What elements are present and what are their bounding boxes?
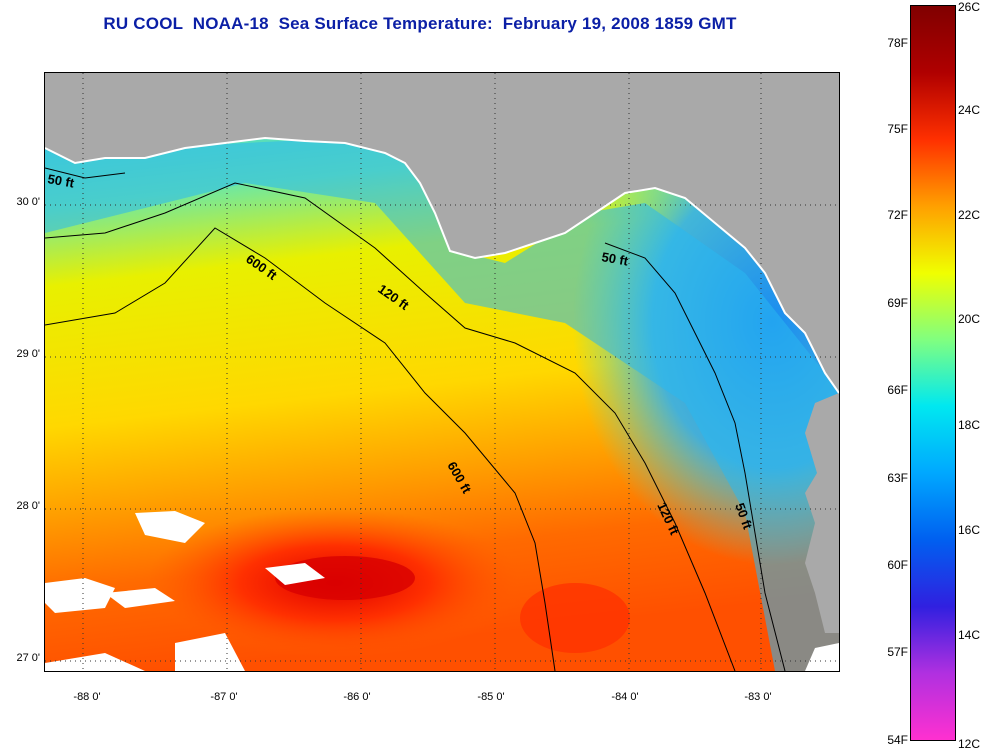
cloud-patch <box>45 653 145 671</box>
lat-label: 30 0' <box>16 196 40 208</box>
land-north <box>45 73 839 393</box>
sst-map: 50 ft 600 ft 120 ft 50 ft 600 ft 120 ft … <box>44 72 840 672</box>
lat-label: 28 0' <box>16 500 40 512</box>
warm-swirl <box>520 583 630 653</box>
temperature-colorbar <box>910 5 956 741</box>
isobath-50ft <box>604 242 786 671</box>
colorbar-c-label: 22C <box>958 208 981 222</box>
colorbar-f-label: 69F <box>887 296 908 310</box>
lat-label: 29 0' <box>16 348 40 360</box>
nearshore-cold-band <box>45 138 839 671</box>
colorbar-f-label: 78F <box>887 36 908 50</box>
lat-label: 27 0' <box>16 652 40 664</box>
colorbar-f-label: 60F <box>887 558 908 572</box>
colorbar-f-label: 54F <box>887 733 908 747</box>
cloud-patch <box>175 633 245 671</box>
lon-label: -88 0' <box>73 691 101 703</box>
colorbar-f-label: 63F <box>887 471 908 485</box>
colorbar-f-label: 75F <box>887 122 908 136</box>
map-title: RU COOL NOAA-18 Sea Surface Temperature:… <box>103 14 737 33</box>
colorbar-c-label: 24C <box>958 103 981 117</box>
cloud-patch <box>135 511 205 543</box>
colorbar-c-label: 14C <box>958 628 981 642</box>
cloud-patch <box>45 578 115 613</box>
isobath-50ft-west <box>45 167 126 179</box>
cloud-patch <box>105 588 175 608</box>
colorbar-c-label: 16C <box>958 523 981 537</box>
colorbar-c-label: 12C <box>958 737 981 751</box>
cloud-patch <box>265 563 325 585</box>
lon-label: -85 0' <box>477 691 505 703</box>
coastline <box>45 136 839 394</box>
lon-label: -87 0' <box>210 691 238 703</box>
isobath-label: 50 ft <box>46 171 76 191</box>
isobath-600ft <box>45 227 556 671</box>
colorbar-f-label: 57F <box>887 645 908 659</box>
colorbar-c-label: 26C <box>958 0 981 14</box>
colorbar-c-label: 18C <box>958 418 981 432</box>
sst-map-canvas: 50 ft 600 ft 120 ft 50 ft 600 ft 120 ft … <box>45 73 839 671</box>
isobath-120ft <box>45 182 736 671</box>
isobath-label: 50 ft <box>600 249 630 269</box>
cloud-patch <box>805 643 839 671</box>
lon-label: -86 0' <box>343 691 371 703</box>
colorbar-c-label: 20C <box>958 312 981 326</box>
lon-label: -83 0' <box>744 691 772 703</box>
colorbar-f-label: 66F <box>887 383 908 397</box>
lon-label: -84 0' <box>611 691 639 703</box>
colorbar-f-label: 72F <box>887 208 908 222</box>
land-east <box>805 393 839 633</box>
